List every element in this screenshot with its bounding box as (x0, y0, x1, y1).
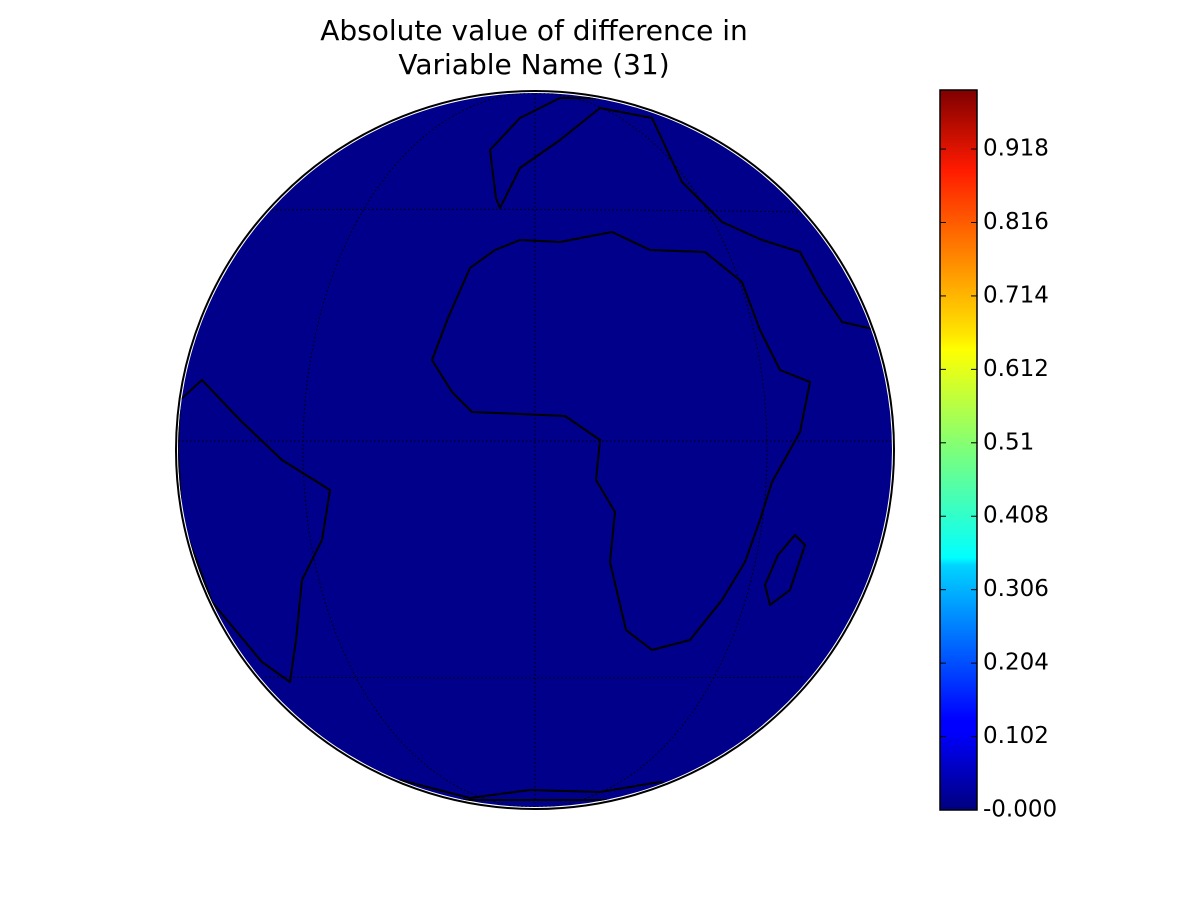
globe-outline (175, 90, 895, 810)
parallel (264, 676, 806, 679)
colorbar-tick-label: 0.612 (983, 356, 1049, 382)
globe (175, 90, 895, 810)
colorbar-tick-label: 0.102 (983, 723, 1049, 749)
colorbar-tick-label: 0.408 (983, 503, 1049, 529)
europe (489, 97, 892, 333)
colorbar-scale (939, 89, 978, 811)
map-title: Absolute value of difference in (320, 14, 748, 47)
meridian (302, 93, 768, 807)
parallel (259, 208, 801, 213)
colorbar-tick-label: 0.204 (983, 650, 1049, 676)
map-title: Variable Name (31) (398, 48, 669, 81)
colorbar-tick-label: 0.918 (983, 136, 1049, 162)
colorbar-tick-label: 0.51 (983, 429, 1034, 455)
colorbar-tick-label: -0.000 (983, 797, 1057, 823)
colorbar: -0.000 0.102 0.204 0.306 0.408 0.51 0.612 0.714… (939, 89, 1057, 823)
africa (431, 231, 811, 651)
colorbar-tick-label: 0.714 (983, 282, 1049, 308)
colorbar-tick-label: 0.816 (983, 209, 1049, 235)
madagascar (764, 534, 806, 606)
colorbar-tick-label: 0.306 (983, 576, 1049, 602)
